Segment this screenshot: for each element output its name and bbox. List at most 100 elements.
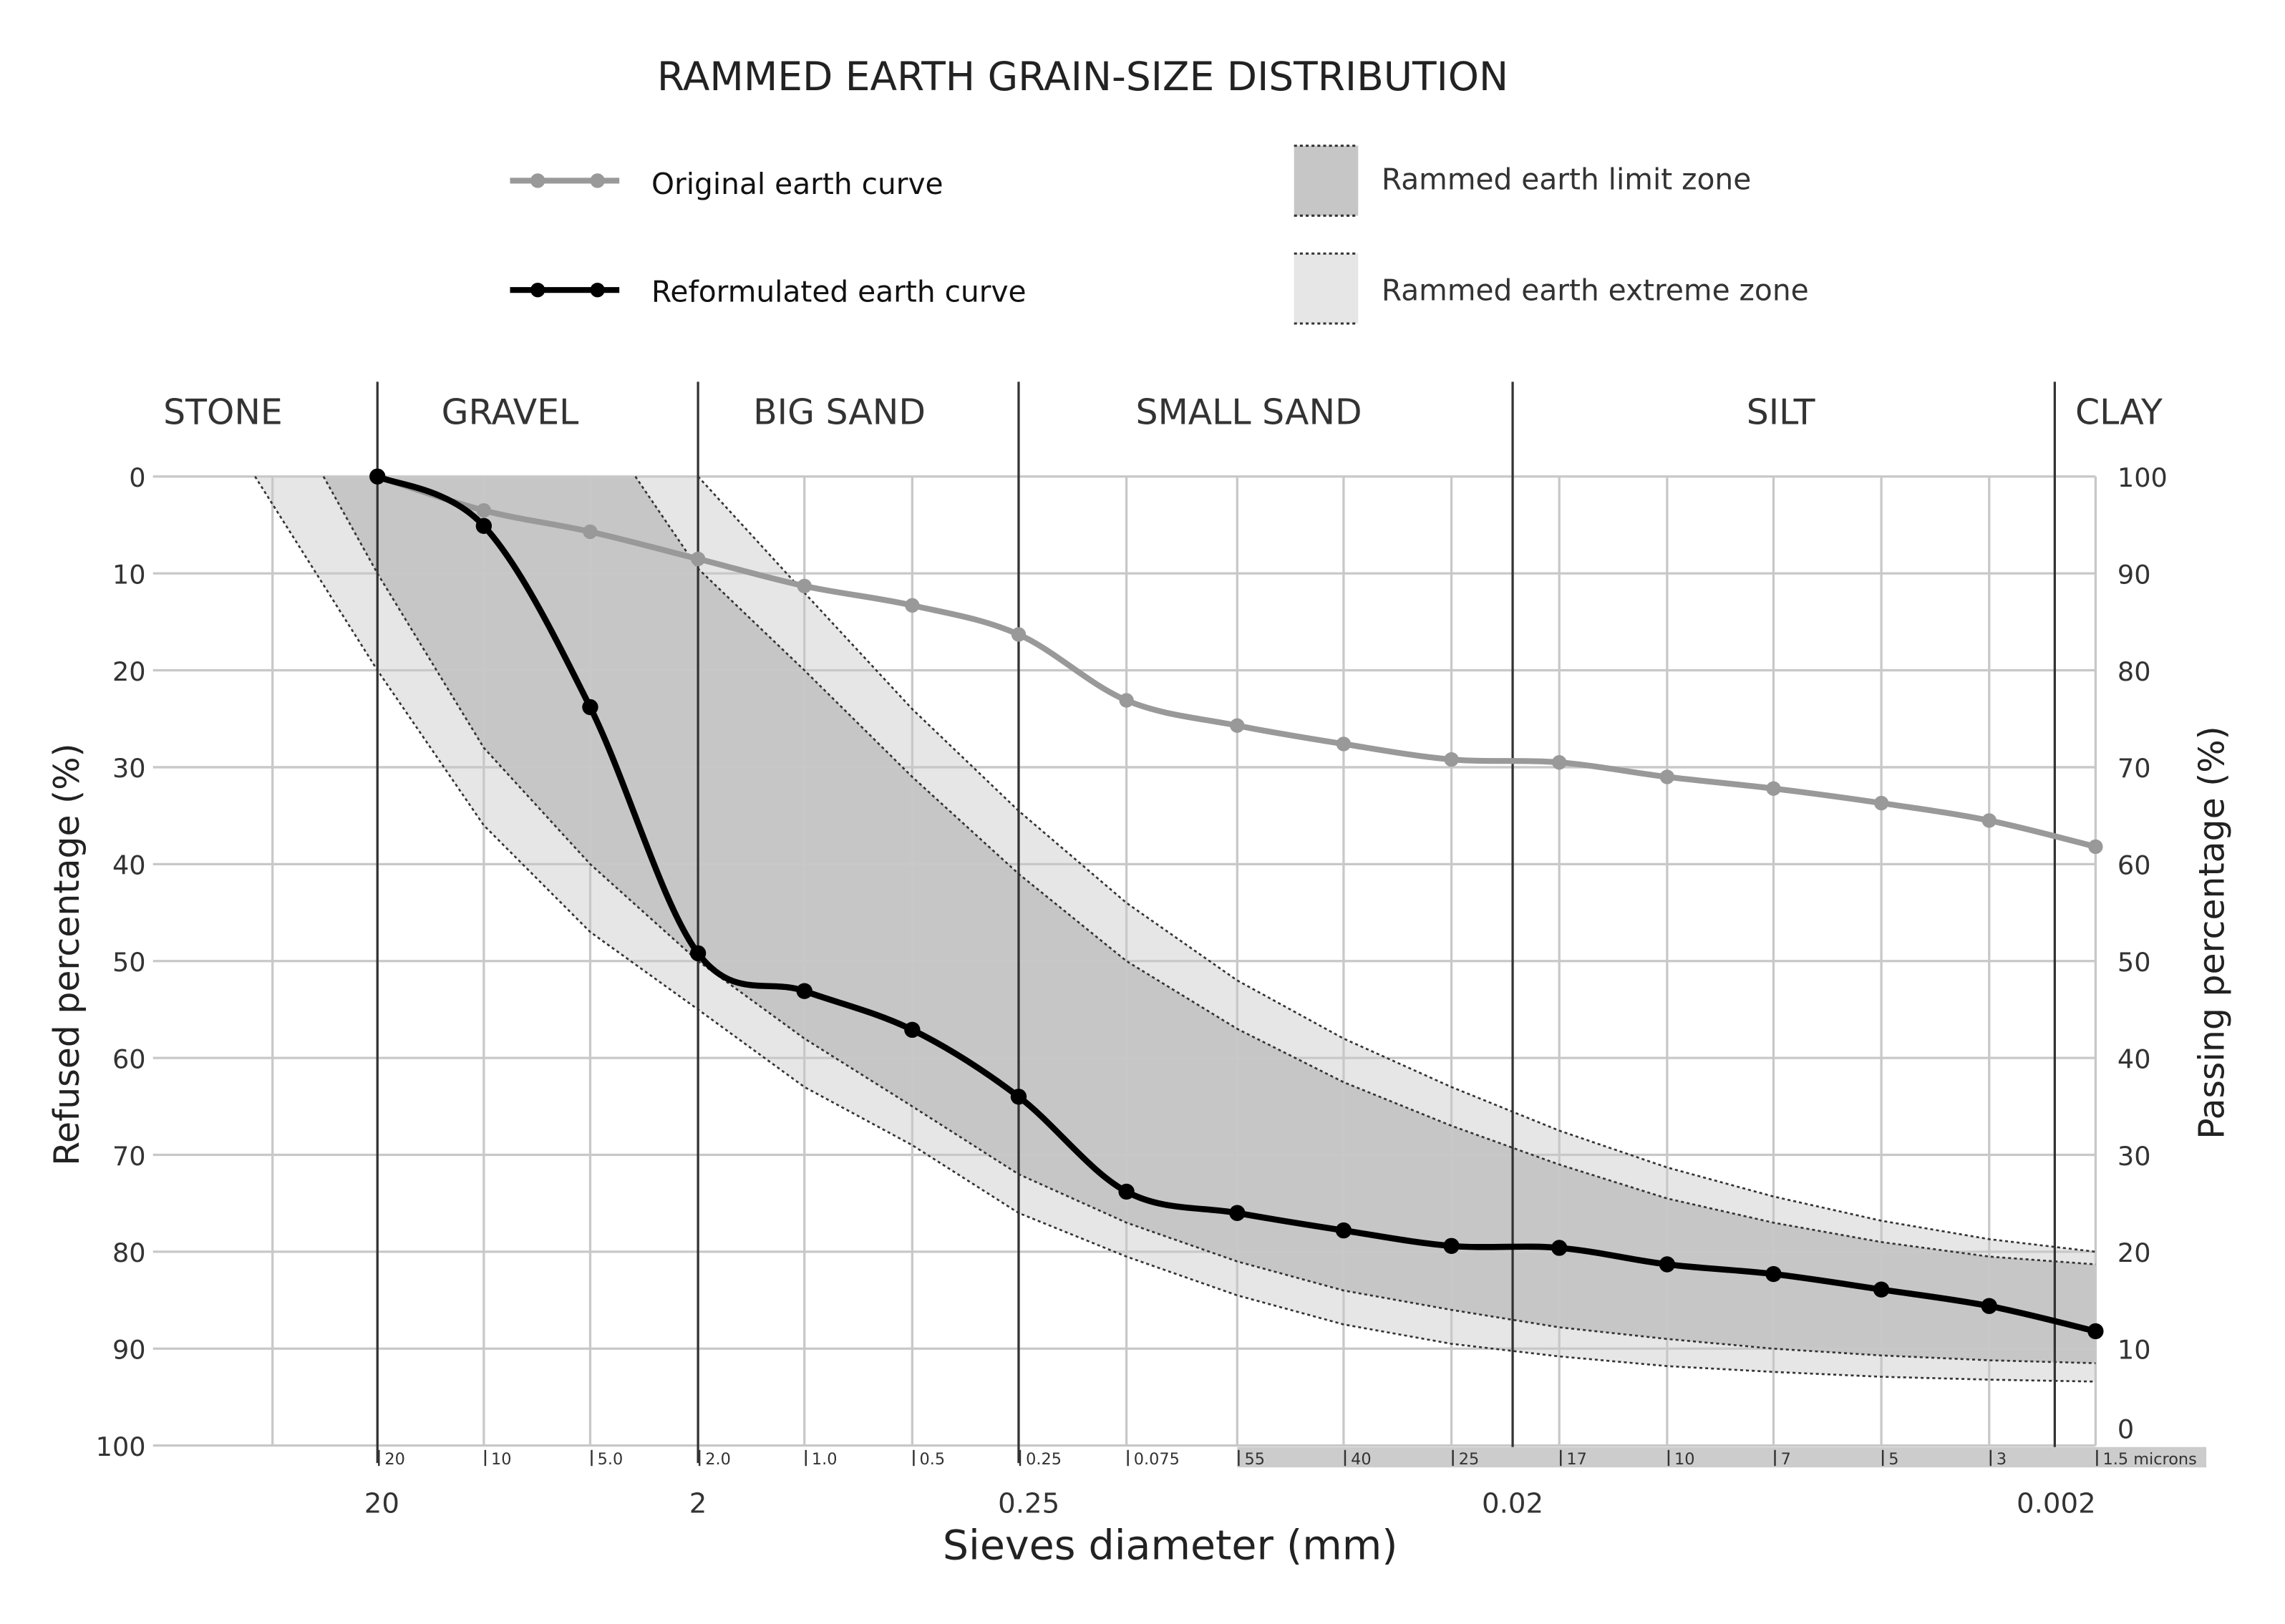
series xyxy=(369,468,2104,1340)
zone-boundary-curve xyxy=(697,475,2096,1253)
left-axis-title: Refused percentage (%) xyxy=(47,743,87,1165)
legend-original-marker xyxy=(590,173,605,188)
legend-extreme-zone: Rammed earth extreme zone xyxy=(1294,252,1809,325)
zone-boundaries xyxy=(254,475,2096,1383)
right-axis-title: Passing percentage (%) xyxy=(2192,726,2233,1139)
reformulated-earth-point xyxy=(1229,1205,1246,1221)
original-earth-point xyxy=(1981,813,1997,828)
size-class-dividers xyxy=(376,381,2056,1464)
reformulated-earth-line xyxy=(376,473,2097,1335)
reformulated-earth-point xyxy=(2087,1323,2104,1340)
legend-original-marker xyxy=(530,173,545,188)
zone-bands xyxy=(255,476,2096,1382)
legend: Original earth curve Reformulated earth … xyxy=(510,145,1809,325)
reformulated-earth-point xyxy=(904,1021,921,1039)
original-earth-point xyxy=(1119,693,1134,708)
right-tick-label: 80 xyxy=(2117,656,2151,687)
legend-original-label: Original earth curve xyxy=(651,167,943,201)
zone-boundary-curve xyxy=(634,476,2096,1265)
reformulated-earth-point xyxy=(1118,1183,1135,1200)
original-earth-point xyxy=(1011,627,1027,642)
original-earth-point xyxy=(583,524,598,540)
left-tick-label: 20 xyxy=(112,656,146,687)
reformulated-earth-point xyxy=(1981,1298,1997,1314)
left-tick-label: 30 xyxy=(112,753,146,784)
sieve-label: 0.25 xyxy=(1026,1450,1062,1469)
reformulated-earth-point xyxy=(475,517,493,535)
reformulated-earth-point xyxy=(1443,1238,1460,1254)
size-class-label: CLAY xyxy=(2075,392,2163,432)
legend-original: Original earth curve xyxy=(510,167,943,201)
x-major-label: 0.02 xyxy=(1482,1487,1543,1520)
size-class-label: SILT xyxy=(1747,392,1815,432)
limit-zone-band xyxy=(323,476,2096,1363)
legend-limit-zone: Rammed earth limit zone xyxy=(1294,145,1751,217)
right-tick-label: 10 xyxy=(2117,1335,2151,1366)
original-earth-point xyxy=(797,578,812,593)
sieve-label: 5.0 xyxy=(598,1450,624,1469)
sieve-label: 0.5 xyxy=(920,1450,946,1469)
original-earth-point xyxy=(690,551,706,567)
right-tick-label: 50 xyxy=(2117,947,2151,978)
reformulated-earth-point xyxy=(1873,1281,1890,1298)
left-tick-label: 70 xyxy=(112,1141,146,1172)
right-tick-label: 60 xyxy=(2117,850,2151,881)
x-major-label: 20 xyxy=(364,1487,399,1520)
x-major-label: 0.25 xyxy=(998,1487,1059,1520)
legend-extreme-label: Rammed earth extreme zone xyxy=(1382,273,1809,307)
original-earth-point xyxy=(1552,754,1567,770)
original-earth-point xyxy=(2088,839,2103,855)
size-class-label: BIG SAND xyxy=(753,392,926,432)
reformulated-earth-point xyxy=(1335,1222,1352,1239)
original-earth-point xyxy=(1336,736,1352,752)
sieve-label: 3 xyxy=(1997,1450,2007,1469)
left-tick-label: 90 xyxy=(112,1335,146,1366)
right-tick-label: 30 xyxy=(2117,1141,2151,1172)
sieve-label: 7 xyxy=(1781,1450,1791,1469)
size-class-label: SMALL SAND xyxy=(1136,392,1362,432)
sieve-label: 2.0 xyxy=(705,1450,731,1469)
original-earth-point xyxy=(905,598,920,613)
original-earth-point xyxy=(1444,752,1459,767)
right-tick-label: 40 xyxy=(2117,1044,2151,1074)
reformulated-earth-point xyxy=(1010,1089,1027,1105)
sieve-label: 25 xyxy=(1459,1450,1479,1469)
original-earth-point xyxy=(1873,795,1889,811)
x-axis-title: Sieves diameter (mm) xyxy=(943,1522,1398,1569)
x-major-label: 2 xyxy=(689,1487,707,1520)
x-major-label: 0.002 xyxy=(2017,1487,2096,1520)
sieve-label: 20 xyxy=(384,1450,404,1469)
sieve-label: 40 xyxy=(1351,1450,1371,1469)
size-class-label: STONE xyxy=(163,392,283,432)
right-tick-label: 0 xyxy=(2117,1414,2134,1445)
sieve-label: 17 xyxy=(1566,1450,1586,1469)
left-tick-label: 50 xyxy=(112,947,146,978)
reformulated-earth-point xyxy=(1551,1240,1568,1256)
original-earth-series xyxy=(370,469,2103,855)
reformulated-earth-point xyxy=(1659,1256,1676,1273)
sieve-label: 10 xyxy=(1674,1450,1694,1469)
legend-reformulated-label: Reformulated earth curve xyxy=(651,274,1027,308)
reformulated-earth-point xyxy=(689,945,707,962)
right-tick-label: 100 xyxy=(2117,462,2168,493)
left-tick-label: 100 xyxy=(96,1431,146,1462)
left-tick-label: 80 xyxy=(112,1238,146,1268)
right-tick-label: 70 xyxy=(2117,753,2151,784)
legend-limit-swatch xyxy=(1294,145,1359,216)
sieve-label: 5 xyxy=(1888,1450,1898,1469)
legend-reformulated: Reformulated earth curve xyxy=(510,274,1027,308)
sieve-label: 10 xyxy=(491,1450,511,1469)
zone-boundary-curve xyxy=(322,476,2096,1364)
left-tick-label: 40 xyxy=(112,850,146,881)
right-tick-label: 20 xyxy=(2117,1238,2151,1268)
zone-boundary-curve xyxy=(254,476,2096,1383)
legend-reformulated-marker xyxy=(590,282,605,298)
reformulated-earth-point xyxy=(1765,1265,1782,1283)
reformulated-earth-point xyxy=(582,699,598,716)
original-earth-point xyxy=(1230,718,1245,733)
original-earth-point xyxy=(1766,781,1781,796)
legend-reformulated-marker xyxy=(530,282,545,298)
sieve-label: 1.5 microns xyxy=(2103,1450,2197,1469)
sieve-label: 0.075 xyxy=(1134,1450,1180,1469)
chart-title: RAMMED EARTH GRAIN-SIZE DISTRIBUTION xyxy=(657,54,1508,99)
